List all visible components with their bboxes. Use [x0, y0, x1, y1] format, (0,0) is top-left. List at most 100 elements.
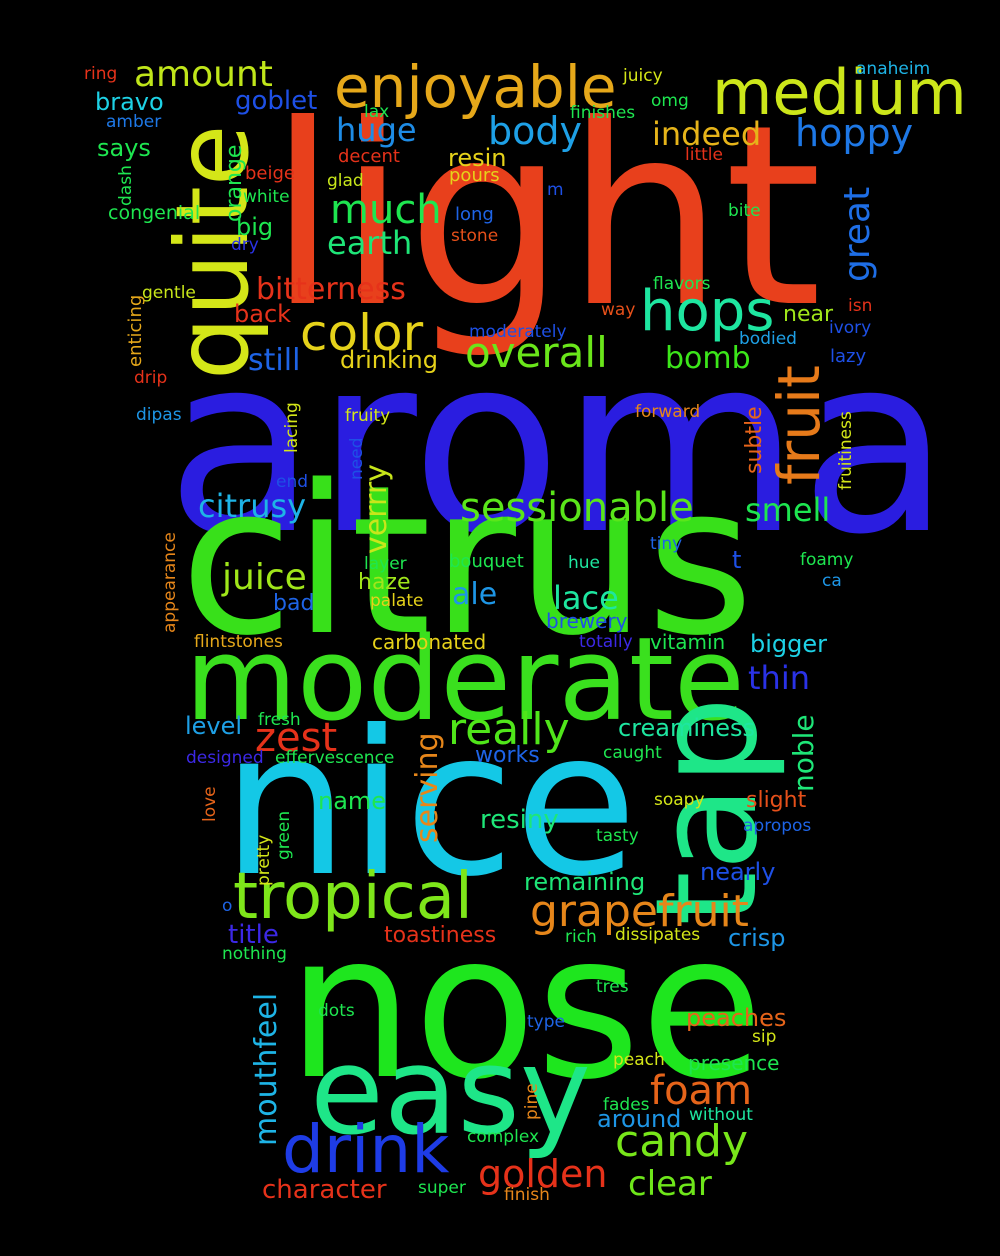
word-enjoyable: enjoyable	[334, 53, 617, 121]
word-haze: haze	[358, 570, 411, 595]
word-enticing: enticing	[125, 294, 146, 367]
word-bravo: bravo	[95, 88, 164, 116]
word-bite: bite	[728, 201, 761, 221]
word-ca: ca	[822, 571, 842, 591]
word-bouquet: bouquet	[449, 551, 524, 572]
word-brewery: brewery	[546, 609, 628, 633]
word-layer: layer	[364, 554, 407, 574]
word-citrusy: citrusy	[198, 487, 307, 525]
word-foam: foam	[650, 1068, 753, 1114]
word-resin: resin	[448, 144, 507, 172]
word-crisp: crisp	[728, 924, 786, 952]
word-serving: serving	[410, 732, 445, 843]
word-finishes: finishes	[570, 103, 636, 123]
word-fruitiness: fruitiness	[836, 411, 856, 490]
word-ivory: ivory	[829, 318, 872, 338]
word-grapefruit: grapefruit	[530, 886, 749, 937]
word-finish: finish	[504, 1185, 550, 1205]
word-palate: palate	[370, 591, 424, 611]
word-vitamin: vitamin	[650, 630, 726, 654]
word-end: end	[276, 472, 309, 492]
word-carbonated: carbonated	[372, 630, 487, 654]
word-juice: juice	[222, 557, 307, 598]
word-super: super	[418, 1178, 466, 1198]
word-tres: tres	[596, 977, 629, 997]
word-moderately: moderately	[469, 322, 567, 342]
word-pine: pine	[522, 1083, 542, 1120]
word-designed: designed	[186, 748, 264, 768]
word-nearly: nearly	[700, 858, 776, 886]
word-bitterness: bitterness	[256, 272, 406, 307]
word-lazy: lazy	[830, 346, 867, 367]
word-huge: huge	[336, 111, 417, 149]
word-foamy: foamy	[800, 550, 854, 570]
word-says: says	[97, 134, 151, 162]
word-sip: sip	[752, 1027, 777, 1047]
word-still: still	[248, 343, 301, 378]
word-level: level	[185, 712, 243, 740]
word-bigger: bigger	[750, 630, 828, 658]
word-aroma: aroma	[166, 303, 951, 588]
word-works: works	[475, 743, 540, 768]
word-fruit: fruit	[765, 365, 833, 485]
word-juicy: juicy	[623, 66, 663, 86]
word-totally: totally	[579, 632, 633, 652]
word-near: near	[783, 302, 834, 327]
word-o: o	[222, 896, 233, 916]
word-hoppy: hoppy	[795, 111, 914, 155]
word-isn: isn	[848, 296, 873, 316]
word-soapy: soapy	[654, 790, 705, 810]
word-fresh: fresh	[258, 710, 301, 730]
word-tropical: tropical	[233, 860, 473, 934]
word-drinking: drinking	[340, 346, 438, 374]
word-effervescence: effervescence	[275, 748, 395, 768]
word-goblet: goblet	[235, 86, 318, 116]
word-character: character	[262, 1175, 387, 1205]
word-dots: dots	[318, 1001, 355, 1021]
word-subtle: subtle	[742, 406, 767, 474]
word-orange: orange	[222, 144, 247, 222]
word-flavors: flavors	[653, 274, 711, 294]
word-nose: nose	[287, 891, 764, 1124]
word-bomb: bomb	[665, 341, 751, 376]
word-little: little	[685, 145, 723, 165]
word-presence: presence	[688, 1051, 780, 1075]
word-nice: nice	[222, 688, 638, 921]
word-omg: omg	[651, 91, 689, 111]
word-t: t	[732, 546, 742, 574]
word-remaining: remaining	[524, 868, 646, 896]
word-tasty: tasty	[596, 826, 639, 846]
word-white: white	[243, 187, 290, 207]
word-caught: caught	[603, 743, 662, 763]
word-nothing: nothing	[222, 944, 287, 964]
word-peach: peach	[613, 1050, 665, 1070]
word-slight: slight	[746, 788, 807, 813]
word-congenial: congenial	[108, 202, 201, 224]
word-fruity: fruity	[345, 406, 391, 426]
word-creaminess: creaminess	[618, 714, 756, 742]
word-title: title	[228, 920, 279, 950]
word-lax: lax	[364, 102, 390, 122]
word-pretty: pretty	[254, 834, 274, 886]
word-resiny: resiny	[480, 805, 559, 835]
word-drip: drip	[134, 368, 168, 388]
word-appearance: appearance	[160, 532, 180, 633]
word-medium: medium	[712, 56, 967, 129]
word-flintstones: flintstones	[194, 632, 283, 652]
word-noble: noble	[787, 714, 820, 792]
word-beige: beige	[245, 163, 296, 184]
word-back: back	[234, 300, 292, 328]
word-earth: earth	[327, 224, 413, 262]
word-around: around	[597, 1105, 682, 1133]
word-mouthfeel: mouthfeel	[249, 992, 284, 1146]
word-decent: decent	[338, 146, 400, 167]
word-lace: lace	[553, 579, 619, 617]
word-dipas: dipas	[136, 405, 182, 425]
word-really: really	[448, 704, 570, 755]
word-rich: rich	[565, 927, 597, 947]
word-complex: complex	[467, 1127, 540, 1147]
word-toastiness: toastiness	[384, 923, 497, 948]
word-smell: smell	[745, 491, 831, 529]
word-without: without	[689, 1105, 753, 1125]
